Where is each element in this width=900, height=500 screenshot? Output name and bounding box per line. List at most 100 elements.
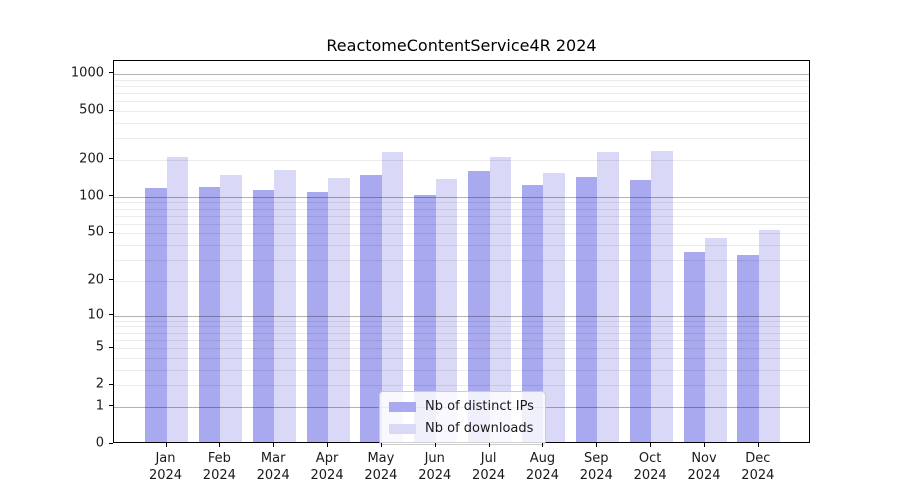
- bar-distinct-ips-apr: [306, 192, 329, 442]
- bar-distinct-ips-sep: [575, 176, 598, 442]
- legend-label-downloads: Nb of downloads: [425, 421, 534, 436]
- legend-item-downloads: Nb of downloads: [389, 419, 534, 438]
- x-tick-label-may: May 2024: [364, 451, 398, 483]
- minor-gridline: [114, 348, 809, 350]
- legend-label-distinct-ips: Nb of distinct IPs: [425, 399, 534, 414]
- minor-gridline: [114, 332, 809, 334]
- minor-gridline: [114, 357, 809, 359]
- y-tick-label: 100: [79, 188, 104, 204]
- minor-gridline: [114, 93, 809, 95]
- minor-gridline: [114, 326, 809, 328]
- bar-distinct-ips-nov: [683, 251, 705, 442]
- x-tick: [757, 443, 759, 447]
- y-tick-label: 1000: [70, 65, 104, 81]
- minor-gridline: [114, 369, 809, 371]
- y-tick: [109, 231, 113, 233]
- x-tick-label-oct: Oct 2024: [633, 451, 667, 483]
- x-tick: [542, 443, 544, 447]
- x-tick: [488, 443, 490, 447]
- x-tick-label-jul: Jul 2024: [472, 451, 506, 483]
- y-tick: [109, 346, 113, 348]
- legend: Nb of distinct IPs Nb of downloads: [379, 391, 546, 445]
- y-tick: [109, 195, 113, 197]
- grid-layer: [114, 61, 809, 442]
- major-gridline: [114, 196, 809, 198]
- minor-gridline: [114, 280, 809, 282]
- x-tick: [219, 443, 221, 447]
- bar-downloads-jun: [435, 179, 458, 442]
- legend-swatch-downloads: [389, 423, 416, 434]
- x-tick-label-mar: Mar 2024: [256, 451, 290, 483]
- minor-gridline: [114, 223, 809, 225]
- bar-distinct-ips-feb: [198, 186, 221, 442]
- bar-downloads-jul: [489, 157, 512, 442]
- x-tick-label-sep: Sep 2024: [579, 451, 613, 483]
- bar-downloads-jan: [166, 156, 188, 442]
- y-tick-label: 20: [87, 272, 104, 288]
- y-tick: [109, 314, 113, 316]
- bar-distinct-ips-jul: [468, 170, 490, 442]
- y-tick: [109, 442, 113, 444]
- x-tick-label-aug: Aug 2024: [525, 451, 559, 483]
- y-tick: [109, 279, 113, 281]
- y-tick: [109, 158, 113, 160]
- bar-downloads-may: [381, 151, 404, 442]
- bar-distinct-ips-dec: [737, 254, 759, 442]
- minor-gridline: [114, 208, 809, 210]
- x-tick: [165, 443, 167, 447]
- bar-downloads-aug: [543, 172, 565, 442]
- minor-gridline: [114, 202, 809, 204]
- y-tick-label: 10: [87, 307, 104, 323]
- y-tick-label: 5: [95, 339, 104, 355]
- minor-gridline: [114, 122, 809, 124]
- y-tick-label: 2: [95, 376, 104, 392]
- bar-distinct-ips-jun: [414, 194, 436, 442]
- x-tick-label-dec: Dec 2024: [741, 451, 775, 483]
- x-tick: [650, 443, 652, 447]
- minor-gridline: [114, 138, 809, 140]
- legend-swatch-distinct-ips: [389, 401, 416, 412]
- x-tick-label-nov: Nov 2024: [687, 451, 721, 483]
- minor-gridline: [114, 159, 809, 161]
- y-tick-label: 1: [95, 398, 104, 414]
- x-tick: [327, 443, 329, 447]
- minor-gridline: [114, 260, 809, 262]
- bar-downloads-mar: [274, 169, 296, 442]
- x-tick: [596, 443, 598, 447]
- x-tick: [273, 443, 275, 447]
- x-tick-label-feb: Feb 2024: [202, 451, 236, 483]
- x-tick: [380, 443, 382, 447]
- legend-item-distinct-ips: Nb of distinct IPs: [389, 397, 534, 416]
- minor-gridline: [114, 233, 809, 235]
- minor-gridline: [114, 111, 809, 113]
- major-gridline: [114, 73, 809, 75]
- minor-gridline: [114, 85, 809, 87]
- bar-downloads-apr: [328, 178, 350, 442]
- y-tick-label: 500: [79, 102, 104, 118]
- y-tick-label: 200: [79, 151, 104, 167]
- bar-downloads-oct: [651, 150, 673, 442]
- minor-gridline: [114, 101, 809, 103]
- x-tick: [434, 443, 436, 447]
- bar-downloads-sep: [597, 152, 619, 442]
- bar-distinct-ips-may: [360, 175, 382, 442]
- bar-distinct-ips-oct: [629, 179, 652, 442]
- bar-downloads-dec: [758, 230, 781, 442]
- y-tick-label: 50: [87, 224, 104, 240]
- minor-gridline: [114, 245, 809, 247]
- y-tick: [109, 72, 113, 74]
- minor-gridline: [114, 320, 809, 322]
- major-gridline: [114, 315, 809, 317]
- y-tick: [109, 383, 113, 385]
- y-tick: [109, 405, 113, 407]
- bar-downloads-nov: [705, 238, 727, 442]
- bar-distinct-ips-aug: [521, 185, 544, 442]
- plot-area: Nb of distinct IPs Nb of downloads: [113, 60, 810, 445]
- bar-distinct-ips-mar: [252, 189, 275, 442]
- minor-gridline: [114, 215, 809, 217]
- minor-gridline: [114, 79, 809, 81]
- y-tick-label: 0: [95, 435, 104, 451]
- x-tick-label-jan: Jan 2024: [148, 451, 183, 483]
- bar-downloads-feb: [220, 175, 242, 442]
